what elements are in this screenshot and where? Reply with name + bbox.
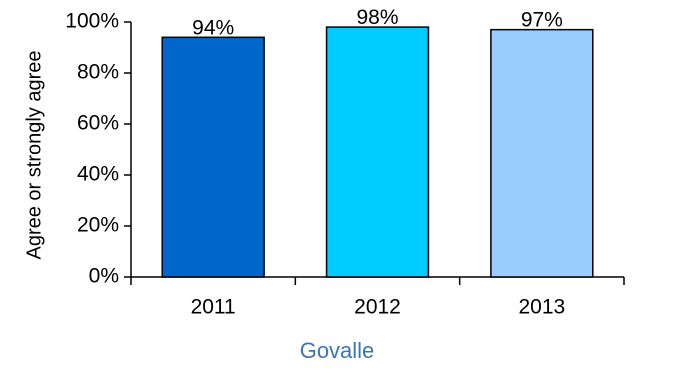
bar-2011 [161, 36, 265, 278]
x-tick-label: 2012 [354, 296, 401, 319]
y-tick-label: 80% [77, 61, 119, 84]
data-label: 94% [192, 16, 234, 39]
y-tick-label: 0% [89, 265, 119, 288]
bar-2012 [325, 26, 430, 278]
x-tick-label: 2013 [518, 296, 565, 319]
y-tick-label: 20% [77, 214, 119, 237]
y-tick-label: 100% [65, 10, 119, 33]
data-label: 98% [356, 6, 398, 29]
bar-2013 [490, 28, 594, 278]
y-axis-title: Agree or strongly agree [23, 50, 45, 259]
x-tick-label: 2011 [191, 296, 236, 319]
data-label: 97% [521, 9, 563, 32]
x-axis-caption: Govalle [300, 338, 375, 363]
y-tick-label: 60% [77, 112, 119, 135]
y-tick-label: 40% [77, 163, 119, 186]
